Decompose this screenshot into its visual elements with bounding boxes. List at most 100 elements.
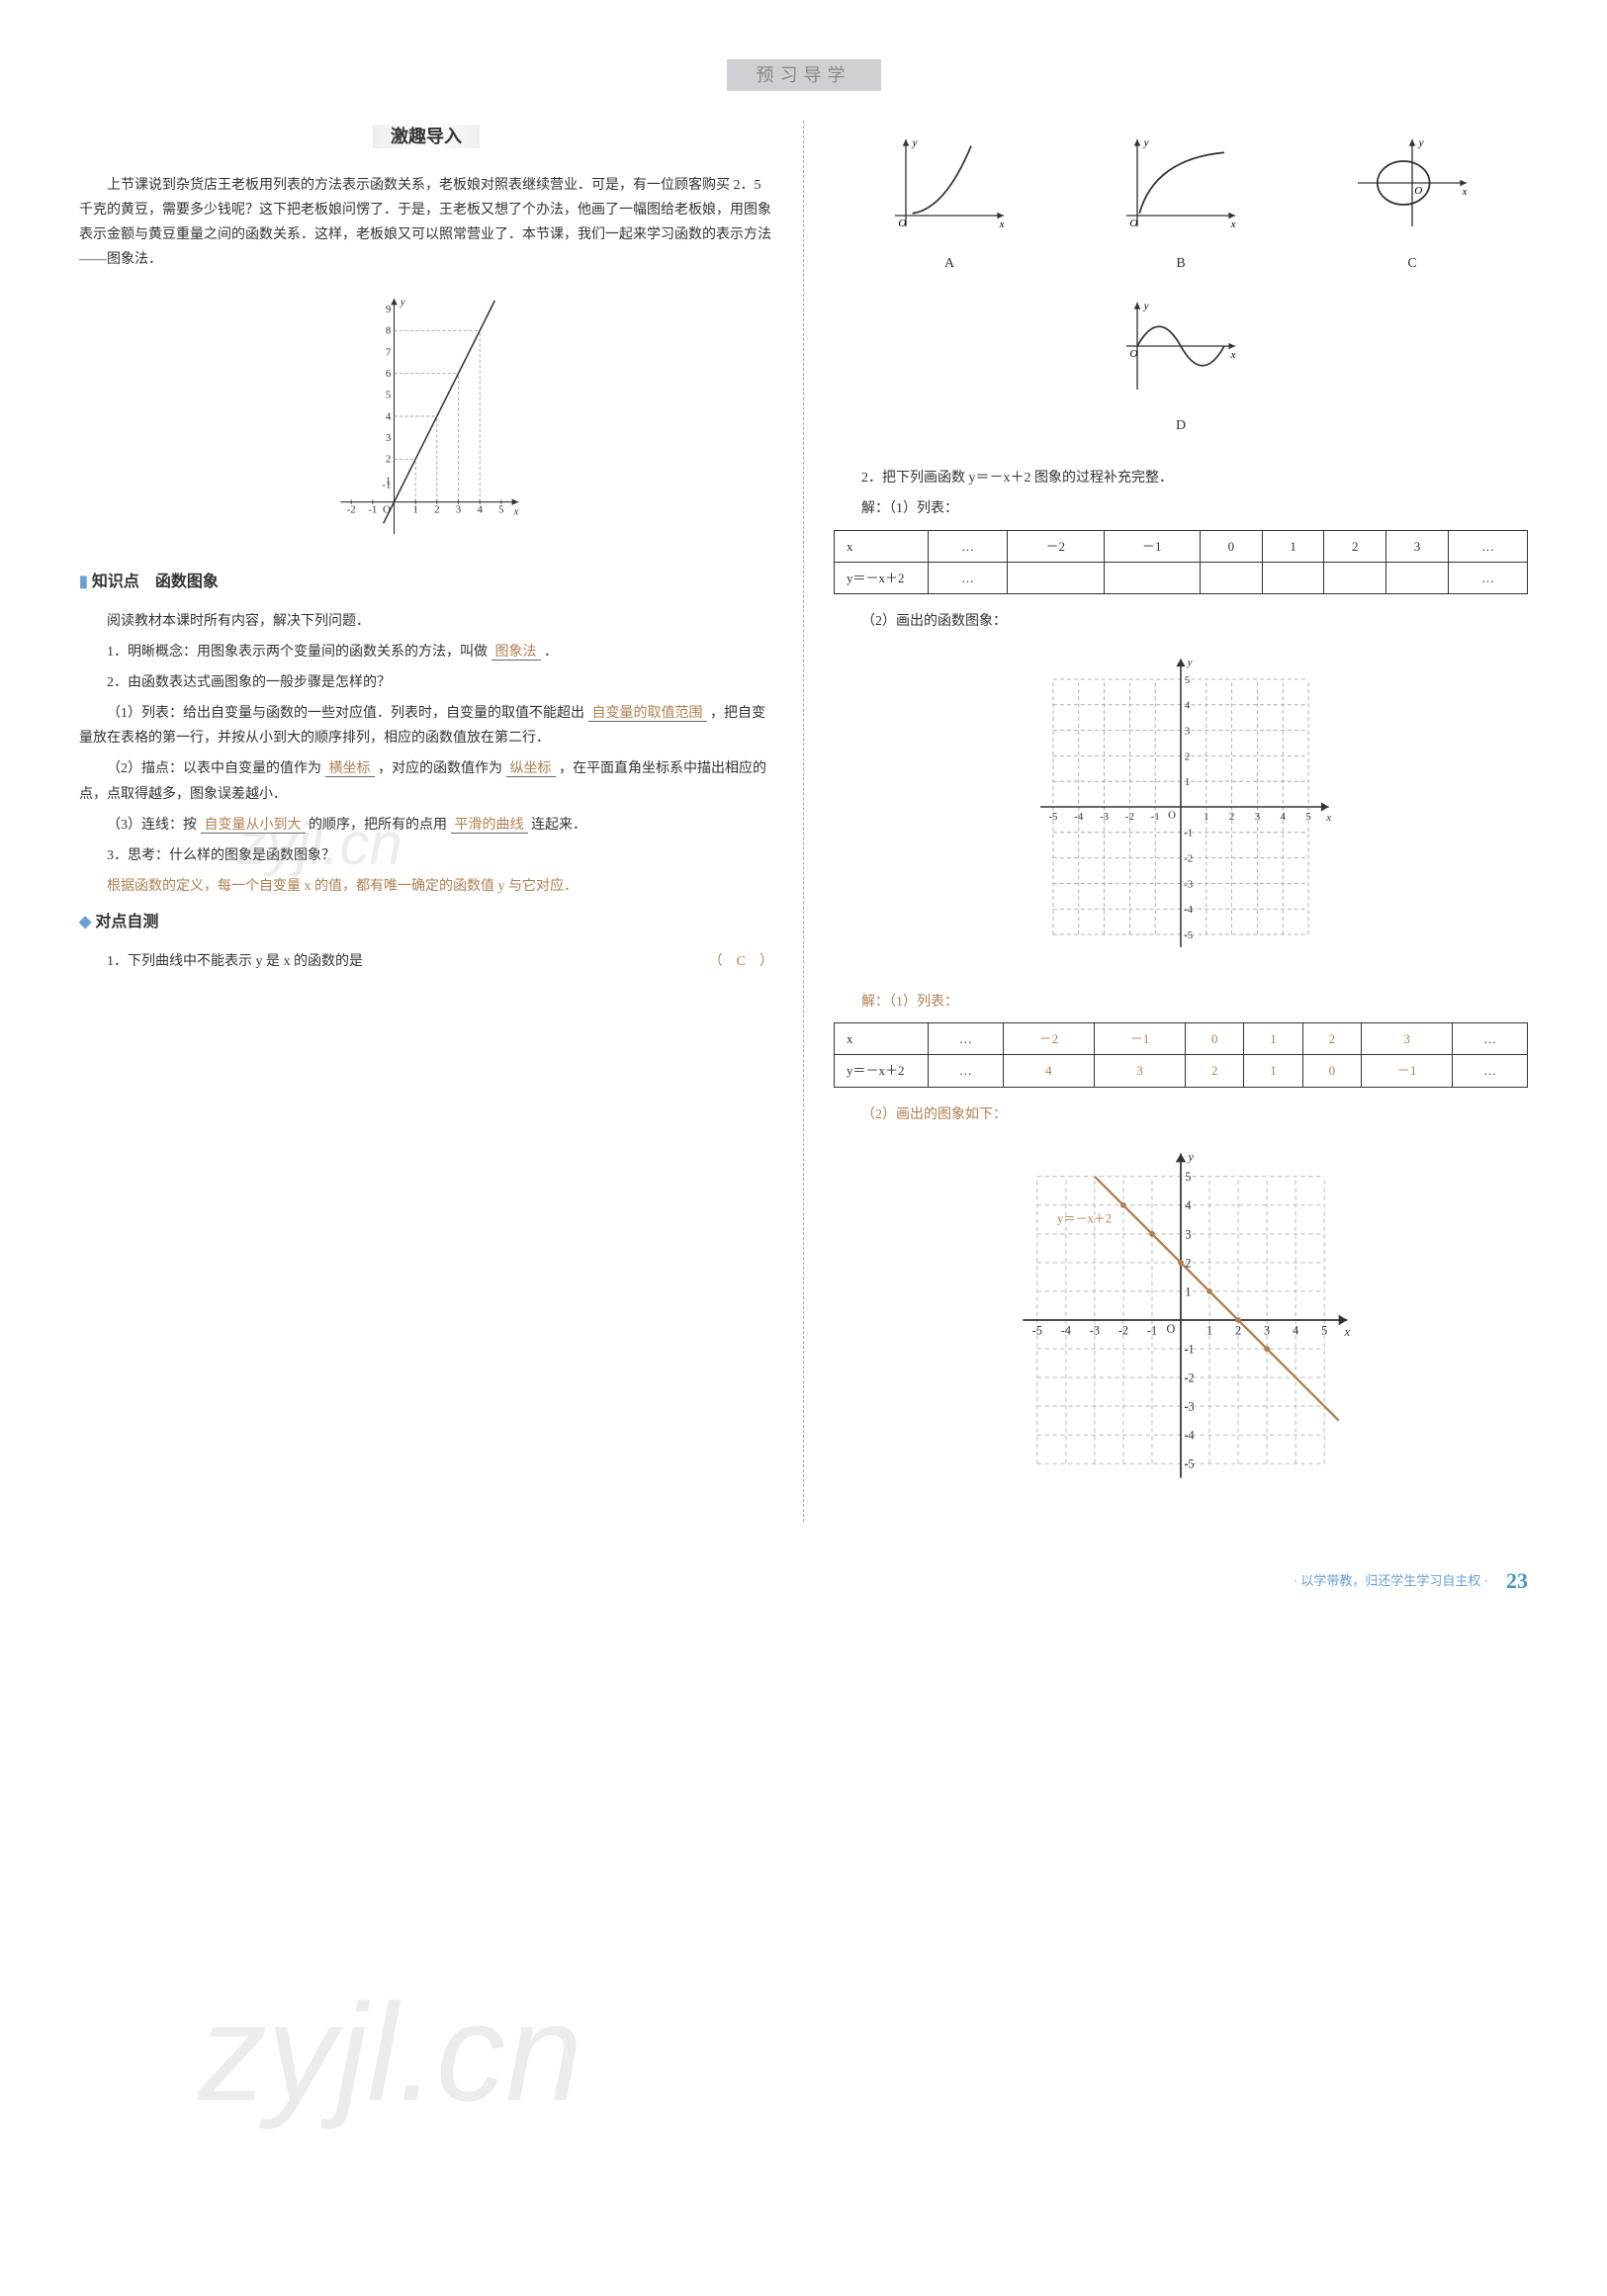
svg-text:-3: -3 [1100, 811, 1109, 823]
t2r1c4: 1 [1244, 1022, 1302, 1054]
t2r1c7: … [1453, 1022, 1528, 1054]
t2r2c0: … [929, 1055, 1004, 1087]
banner-text: 预习导学 [727, 59, 881, 91]
svg-text:-1: -1 [1184, 828, 1193, 839]
sub2b: （2）画出的图象如下： [834, 1103, 1528, 1127]
svg-text:-5: -5 [1032, 1323, 1042, 1337]
opt-C-label: C [1338, 251, 1486, 276]
t2r2c7: … [1453, 1055, 1528, 1087]
svg-text:1: 1 [1204, 811, 1208, 823]
p4-blank2: 纵坐标 [506, 761, 556, 777]
svg-text:O: O [1166, 1322, 1175, 1336]
svg-text:3: 3 [456, 503, 461, 515]
t1r2c1 [1008, 562, 1104, 593]
svg-text:O: O [898, 218, 906, 229]
t1r1c2: －1 [1104, 530, 1200, 562]
sub2: （2）画出的函数图象： [834, 609, 1528, 634]
watermark-2: zyjl.cn [198, 1928, 582, 2177]
p3-blank: 自变量的取值范围 [588, 706, 707, 722]
left-column: 激趣导入 上节课说到杂货店王老板用列表的方法表示函数关系，老板娘对照表继续营业．… [79, 121, 773, 1522]
svg-text:7: 7 [386, 346, 392, 358]
p6-answer: 根据函数的定义，每一个自变量 x 的值，都有唯一确定的函数值 y 与它对应． [79, 874, 773, 899]
svg-text:-3: -3 [1184, 1399, 1194, 1413]
banner: 预习导学 [79, 59, 1528, 91]
svg-text:4: 4 [477, 503, 483, 515]
opt-D-label: D [1107, 413, 1255, 438]
svg-text:O: O [1414, 185, 1422, 197]
blank-grid: -5-4-3 -2-1 123 45 O x y 12 345 -1-2 -3-… [834, 649, 1528, 974]
opt-B: O x y B [1107, 129, 1255, 275]
svg-text:5: 5 [498, 503, 503, 515]
table1-row1: x … －2 －1 0 1 2 3 … [835, 530, 1528, 562]
svg-text:-5: -5 [1184, 1457, 1194, 1470]
p5-c: 连起来． [531, 818, 586, 833]
svg-text:9: 9 [386, 303, 391, 314]
svg-text:-1: -1 [1147, 1323, 1157, 1337]
svg-text:4: 4 [1281, 811, 1287, 823]
svg-text:O: O [1129, 218, 1137, 229]
svg-text:5: 5 [386, 389, 391, 400]
svg-text:2: 2 [434, 503, 439, 515]
svg-text:1: 1 [1206, 1323, 1212, 1337]
svg-text:y: y [1187, 657, 1193, 668]
svg-text:x: x [1325, 813, 1331, 825]
svg-text:-4: -4 [1184, 905, 1194, 917]
svg-text:x: x [513, 505, 519, 517]
intro-chart-svg: -2-1 123 45 O-1 x y 12 34 56 78 9 [298, 288, 555, 545]
t2r1-label: x [835, 1022, 929, 1054]
t1r1-label: x [835, 530, 929, 562]
svg-text:1: 1 [1185, 1284, 1191, 1298]
opt-D: O x y D [1107, 292, 1255, 438]
svg-text:5: 5 [1185, 1170, 1191, 1184]
svg-text:-4: -4 [1074, 811, 1084, 823]
q1-text: 1．下列曲线中不能表示 y 是 x 的函数的是 [79, 949, 363, 974]
p5-blank1: 自变量从小到大 [201, 818, 306, 834]
p1: 1．明晰概念：用图象表示两个变量间的函数关系的方法，叫做 图象法 ． [79, 640, 773, 664]
svg-text:4: 4 [1293, 1323, 1298, 1337]
svg-text:x: x [1230, 349, 1236, 361]
svg-text:y: y [1418, 137, 1424, 149]
p4-blank1: 横坐标 [325, 761, 375, 777]
p6: 3．思考：什么样的图象是函数图象？ [79, 843, 773, 868]
p5: （3）连线：按 自变量从小到大 的顺序，把所有的点用 平滑的曲线 连起来． [79, 813, 773, 838]
t1r2c6 [1386, 562, 1449, 593]
svg-text:5: 5 [1185, 674, 1190, 686]
ddzc-title: 对点自测 [95, 914, 158, 930]
svg-text:O: O [1168, 810, 1176, 822]
svg-text:x: x [1230, 219, 1236, 230]
opt-A: O x y A [875, 129, 1024, 275]
svg-text:x: x [999, 219, 1005, 230]
svg-text:-2: -2 [1125, 811, 1134, 823]
ddzc-heading: ◆对点自测 [79, 909, 773, 937]
p5-b: 的顺序，把所有的点用 [309, 818, 447, 833]
t2r1c1: －2 [1003, 1022, 1094, 1054]
t1r2c3 [1201, 562, 1263, 593]
t1r2c2 [1104, 562, 1200, 593]
t1r1c3: 0 [1201, 530, 1263, 562]
opt-B-label: B [1107, 251, 1255, 276]
t2r1c5: 2 [1302, 1022, 1361, 1054]
t2r2-label: y＝－x＋2 [835, 1055, 929, 1087]
table1: x … －2 －1 0 1 2 3 … y＝－x＋2 … … [834, 530, 1528, 595]
jiqu-title-text: 激趣导入 [373, 125, 480, 148]
zsd-marker: ▮ [79, 574, 88, 590]
svg-text:y: y [1143, 300, 1149, 311]
sol1: 解：（1）列表： [834, 496, 1528, 521]
intro-paragraph: 上节课说到杂货店王老板用列表的方法表示函数关系，老板娘对照表继续营业．可是，有一… [79, 173, 773, 273]
footer-motto: · 以学带教，归还学生学习自主权 · [1294, 1569, 1488, 1592]
svg-text:x: x [1344, 1325, 1351, 1339]
svg-text:3: 3 [1185, 1227, 1191, 1241]
svg-text:2: 2 [1235, 1323, 1241, 1337]
svg-text:2: 2 [1229, 811, 1234, 823]
table2-row2: y＝－x＋2 … 4 3 2 1 0 －1 … [835, 1055, 1528, 1087]
t2r1c0: … [929, 1022, 1004, 1054]
svg-text:-1: -1 [1184, 1342, 1194, 1356]
page-number: 23 [1506, 1561, 1528, 1601]
svg-text:-2: -2 [1118, 1323, 1128, 1337]
q1-answer: （ C ） [681, 949, 773, 974]
opt-B-svg: O x y [1107, 129, 1255, 237]
svg-text:-3: -3 [1184, 879, 1193, 891]
svg-text:8: 8 [386, 324, 391, 336]
svg-text:5: 5 [1321, 1323, 1327, 1337]
p1-blank: 图象法 [491, 645, 541, 661]
